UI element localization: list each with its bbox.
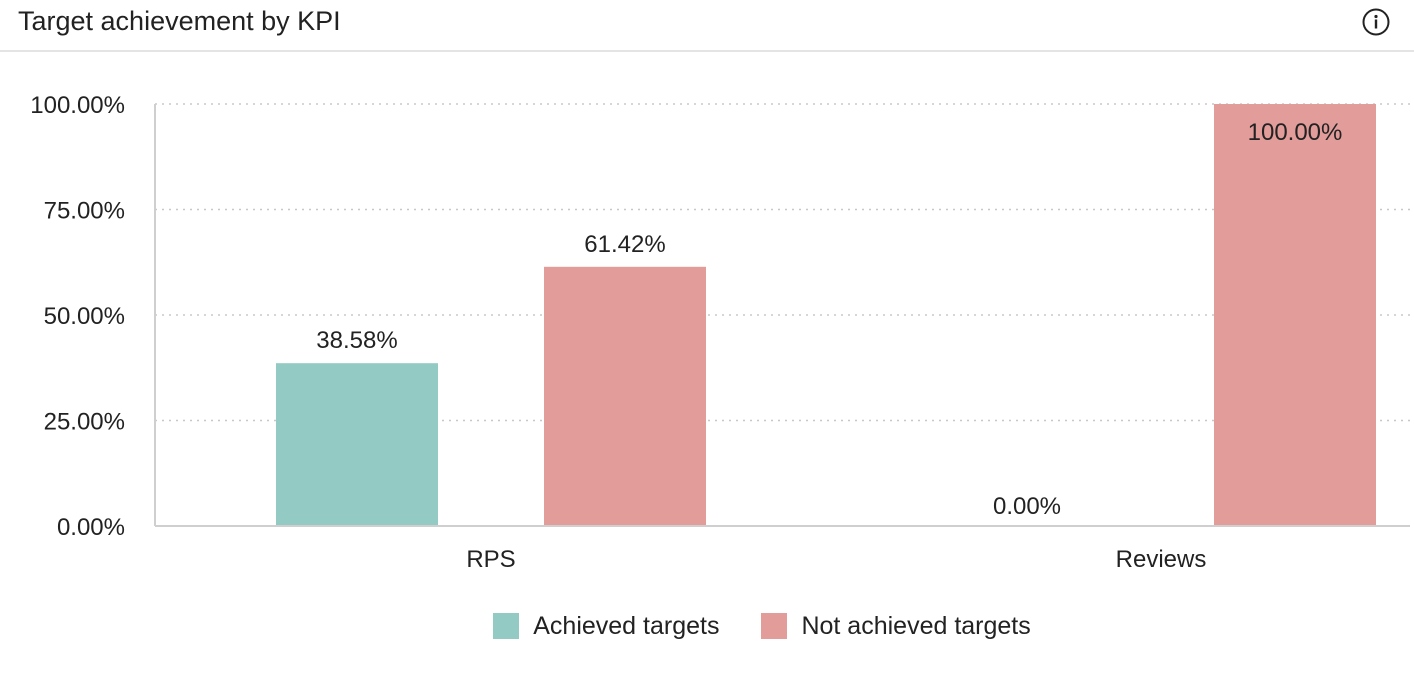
- bar-not-achieved-rps[interactable]: [544, 266, 706, 526]
- y-axis-ticks: 0.00% 25.00% 50.00% 75.00% 100.00%: [30, 92, 125, 541]
- data-label: 100.00%: [1248, 119, 1343, 146]
- bars: [276, 104, 1376, 526]
- bar-not-achieved-reviews[interactable]: [1214, 104, 1376, 526]
- legend-item-achieved[interactable]: Achieved targets: [493, 612, 719, 641]
- legend-swatch-achieved: [493, 613, 520, 639]
- data-label: 38.58%: [316, 327, 397, 354]
- legend-swatch-not-achieved: [761, 613, 788, 639]
- axes: [154, 104, 1410, 527]
- x-tick-label: Reviews: [1116, 546, 1207, 573]
- chart-title: Target achievement by KPI: [18, 6, 341, 36]
- legend-item-not-achieved[interactable]: Not achieved targets: [761, 611, 1031, 641]
- legend: Achieved targets Not achieved targets: [0, 606, 1414, 646]
- data-labels: 38.58% 0.00% 61.42% 100.00%: [316, 119, 1342, 520]
- bar-chart: 0.00% 25.00% 50.00% 75.00% 100.00% 38.58% 0.0…: [30, 92, 1410, 573]
- bar-achieved-rps[interactable]: [276, 363, 438, 526]
- legend-label-not-achieved: Not achieved targets: [801, 611, 1031, 640]
- y-tick-label: 100.00%: [30, 92, 125, 119]
- y-tick-label: 50.00%: [44, 303, 125, 330]
- y-tick-label: 75.00%: [44, 198, 125, 225]
- y-tick-label: 25.00%: [44, 409, 125, 436]
- x-axis-ticks: RPS Reviews: [466, 546, 1206, 573]
- data-label: 0.00%: [993, 493, 1061, 520]
- chart-header: Target achievement by KPI: [0, 0, 1414, 52]
- y-tick-label: 0.00%: [57, 514, 125, 541]
- x-tick-label: RPS: [466, 546, 515, 573]
- data-label: 61.42%: [584, 231, 665, 258]
- legend-label-achieved: Achieved targets: [533, 611, 720, 640]
- info-icon[interactable]: [1362, 8, 1390, 36]
